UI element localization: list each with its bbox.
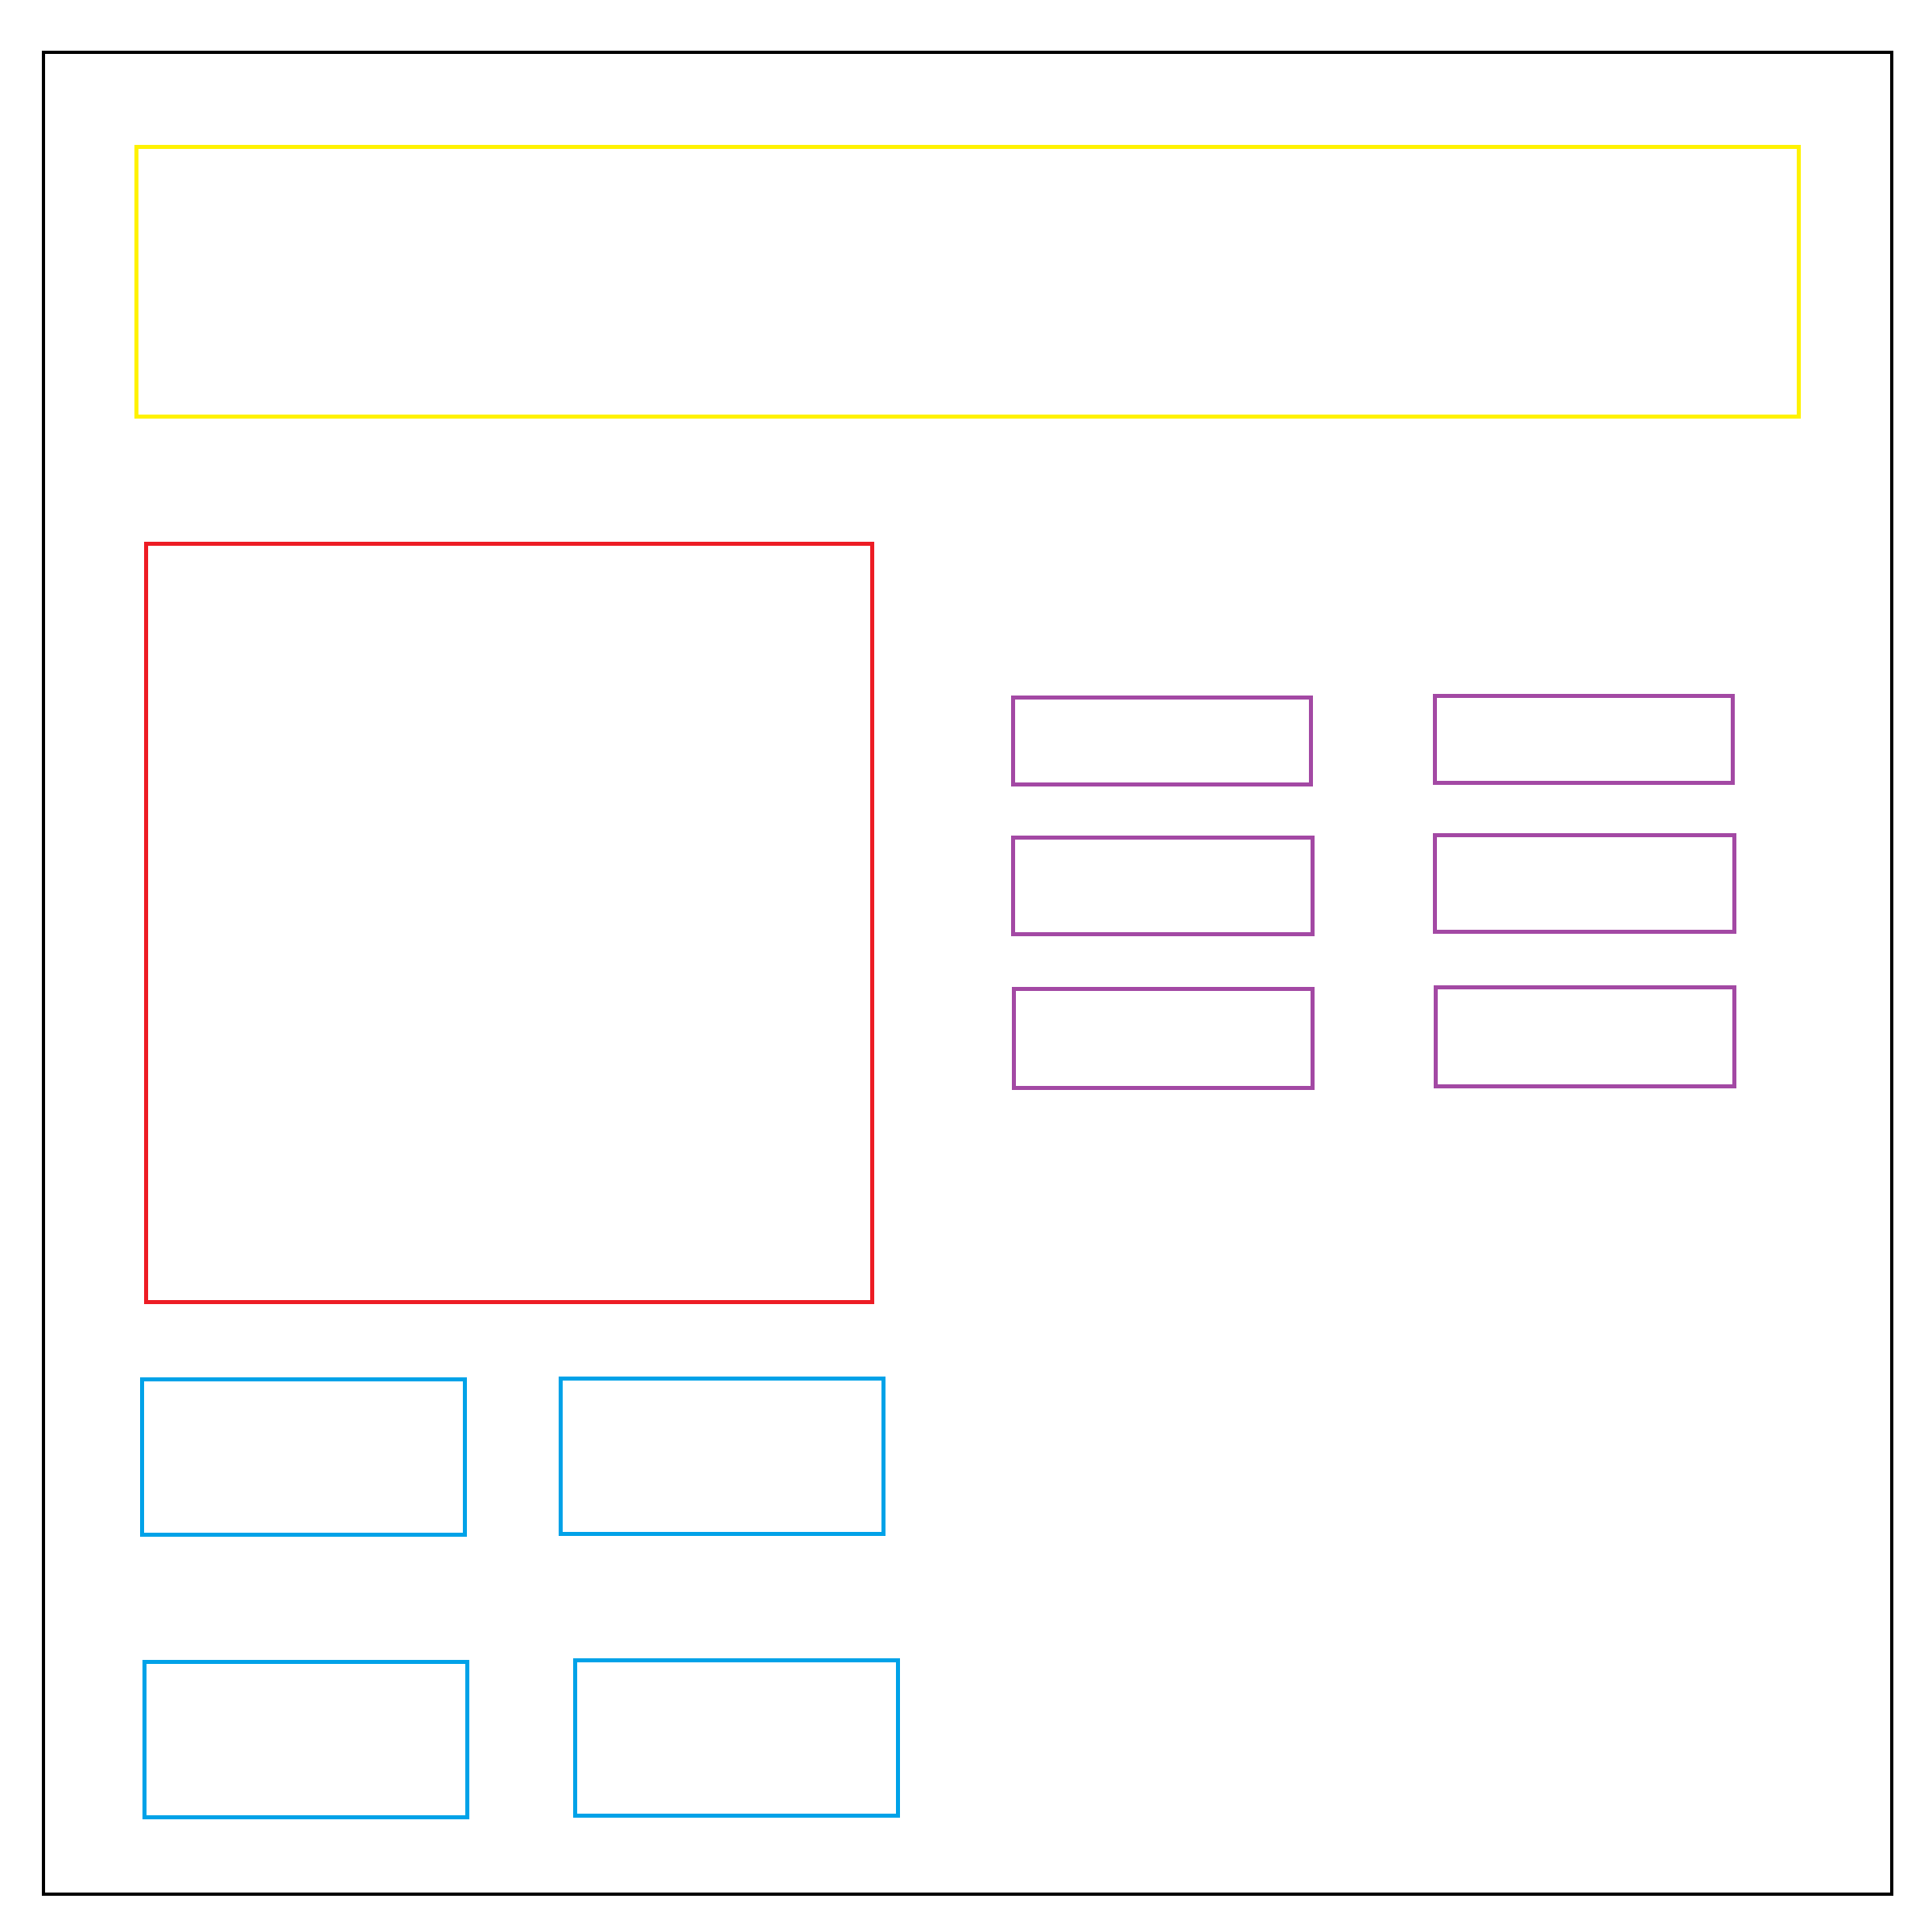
hero-image-placeholder — [144, 542, 874, 1304]
option-box-3[interactable] — [1011, 836, 1315, 936]
option-box-6[interactable] — [1434, 985, 1736, 1088]
tile-box-2[interactable] — [559, 1377, 886, 1536]
tile-box-1[interactable] — [140, 1377, 467, 1537]
tile-box-3[interactable] — [142, 1660, 469, 1819]
tile-box-4[interactable] — [573, 1658, 900, 1818]
page-frame — [42, 51, 1893, 1896]
option-box-4[interactable] — [1433, 833, 1736, 934]
option-box-2[interactable] — [1433, 694, 1735, 785]
header-banner — [134, 145, 1801, 419]
option-box-1[interactable] — [1011, 696, 1313, 786]
option-box-5[interactable] — [1012, 987, 1315, 1090]
